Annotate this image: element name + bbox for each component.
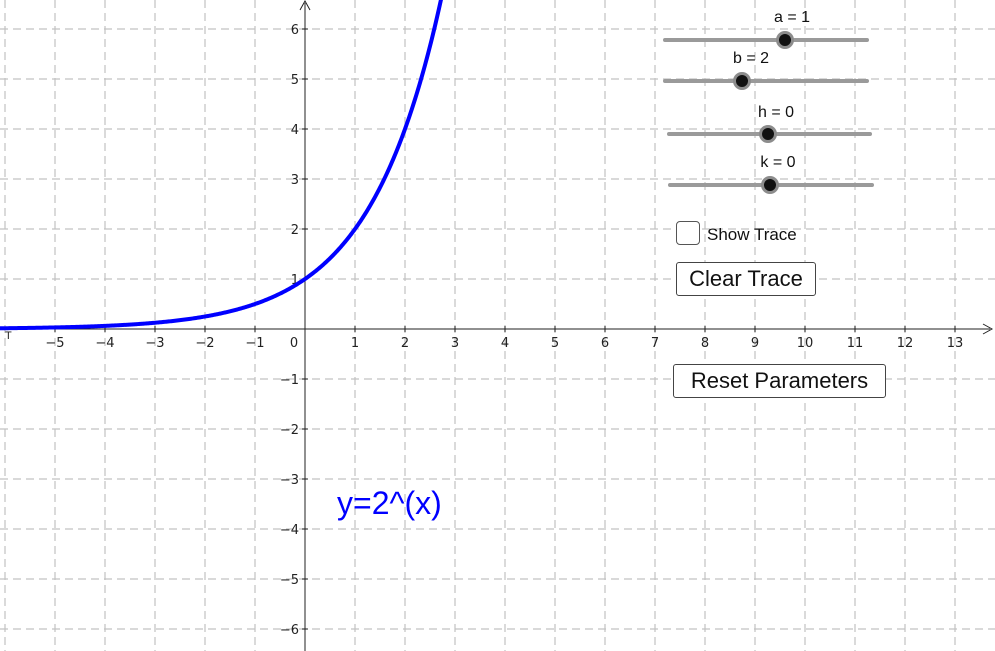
y-tick-labels: 6 5 4 3 2 1 −1 −2 −3 −4 −5 −6 <box>280 23 308 638</box>
y-tick-label: 4 <box>291 123 299 138</box>
x-tick-label: 9 <box>751 336 759 351</box>
slider-h-knob[interactable] <box>759 125 777 143</box>
y-tick-label: −2 <box>280 423 299 438</box>
x-tick-label: 3 <box>451 336 459 351</box>
slider-b-track[interactable] <box>663 79 869 83</box>
slider-k-label: k = 0 <box>760 154 796 171</box>
x-tick-label: 1 <box>351 336 359 351</box>
y-tick-label: −1 <box>280 373 299 388</box>
y-tick-label: 6 <box>291 23 299 38</box>
slider-a-label: a = 1 <box>773 9 811 26</box>
x-tick-label: 13 <box>947 336 964 351</box>
x-tick-label: 7 <box>651 336 659 351</box>
x-tick-label: 2 <box>401 336 409 351</box>
slider-a-track[interactable] <box>663 38 869 42</box>
clear-trace-button[interactable]: Clear Trace <box>676 262 816 296</box>
y-tick-label: −6 <box>280 623 299 638</box>
y-tick-label: −4 <box>280 523 299 538</box>
y-axis-arrow <box>299 0 311 11</box>
y-tick-label: 2 <box>291 223 299 238</box>
x-tick-label: −5 <box>45 336 64 351</box>
x-tick-label: 4 <box>501 336 509 351</box>
show-trace-checkbox[interactable] <box>676 221 700 245</box>
x-tick-label: 0 <box>290 336 298 351</box>
y-tick-label: 1 <box>291 273 299 288</box>
reset-parameters-button[interactable]: Reset Parameters <box>673 364 886 398</box>
function-label[interactable]: y=2^(x) <box>337 485 442 521</box>
exponential-curve[interactable] <box>0 0 443 331</box>
x-tick-label: −2 <box>195 336 214 351</box>
show-trace-label[interactable]: Show Trace <box>707 225 797 244</box>
slider-k-knob[interactable] <box>761 176 779 194</box>
y-tick-label: 5 <box>291 73 299 88</box>
x-tick-label: 8 <box>701 336 709 351</box>
x-tick-label: 11 <box>847 336 864 351</box>
slider-a-knob[interactable] <box>776 31 794 49</box>
x-tick-label: −4 <box>95 336 114 351</box>
y-tick-label: −5 <box>280 573 299 588</box>
y-tick-label: −3 <box>280 473 299 488</box>
x-tick-label: −3 <box>145 336 164 351</box>
y-tick-label: 3 <box>291 173 299 188</box>
x-tick-label: 10 <box>797 336 814 351</box>
x-tick-label: −1 <box>245 336 264 351</box>
x-tick-label: 6 <box>601 336 609 351</box>
slider-h-label: h = 0 <box>757 104 795 121</box>
x-tick-label: 5 <box>551 336 559 351</box>
slider-b-label: b = 2 <box>732 50 770 67</box>
slider-b-knob[interactable] <box>733 72 751 90</box>
x-tick-label: 12 <box>897 336 914 351</box>
x-axis-arrow <box>982 323 994 335</box>
trace-point-marker: T <box>5 330 12 342</box>
x-tick-labels: −5 −4 −3 −2 −1 0 1 2 3 4 5 6 7 8 9 10 11 12 13 <box>45 326 963 351</box>
